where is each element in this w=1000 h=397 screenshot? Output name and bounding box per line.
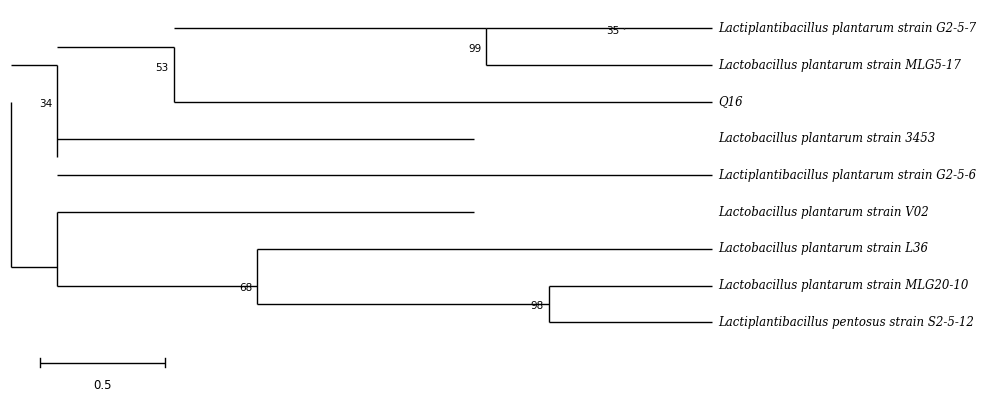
Text: 98: 98 bbox=[531, 301, 544, 311]
Text: 53: 53 bbox=[155, 63, 169, 73]
Text: Lactobacillus plantarum strain L36: Lactobacillus plantarum strain L36 bbox=[718, 243, 928, 255]
Text: 35: 35 bbox=[606, 26, 619, 36]
Text: Lactiplantibacillus pentosus strain S2-5-12: Lactiplantibacillus pentosus strain S2-5… bbox=[718, 316, 974, 329]
Text: Lactiplantibacillus plantarum strain G2-5-7: Lactiplantibacillus plantarum strain G2-… bbox=[718, 22, 976, 35]
Text: 68: 68 bbox=[239, 283, 252, 293]
Text: 34: 34 bbox=[39, 99, 52, 110]
Text: 99: 99 bbox=[468, 44, 481, 54]
Text: Lactobacillus plantarum strain MLG20-10: Lactobacillus plantarum strain MLG20-10 bbox=[718, 279, 969, 292]
Text: 0.5: 0.5 bbox=[94, 379, 112, 392]
Text: Lactobacillus plantarum strain 3453: Lactobacillus plantarum strain 3453 bbox=[718, 132, 936, 145]
Text: Lactobacillus plantarum strain V02: Lactobacillus plantarum strain V02 bbox=[718, 206, 929, 219]
Text: Lactiplantibacillus plantarum strain G2-5-6: Lactiplantibacillus plantarum strain G2-… bbox=[718, 169, 976, 182]
Text: Lactobacillus plantarum strain MLG5-17: Lactobacillus plantarum strain MLG5-17 bbox=[718, 59, 961, 72]
Text: Q16: Q16 bbox=[718, 95, 743, 108]
